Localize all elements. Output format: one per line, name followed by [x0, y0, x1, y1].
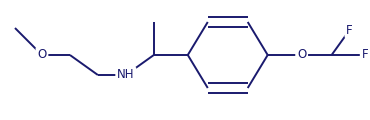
- Text: O: O: [297, 48, 306, 61]
- Text: O: O: [37, 48, 47, 61]
- Text: F: F: [361, 48, 368, 61]
- Text: F: F: [346, 24, 353, 36]
- Text: NH: NH: [117, 69, 135, 81]
